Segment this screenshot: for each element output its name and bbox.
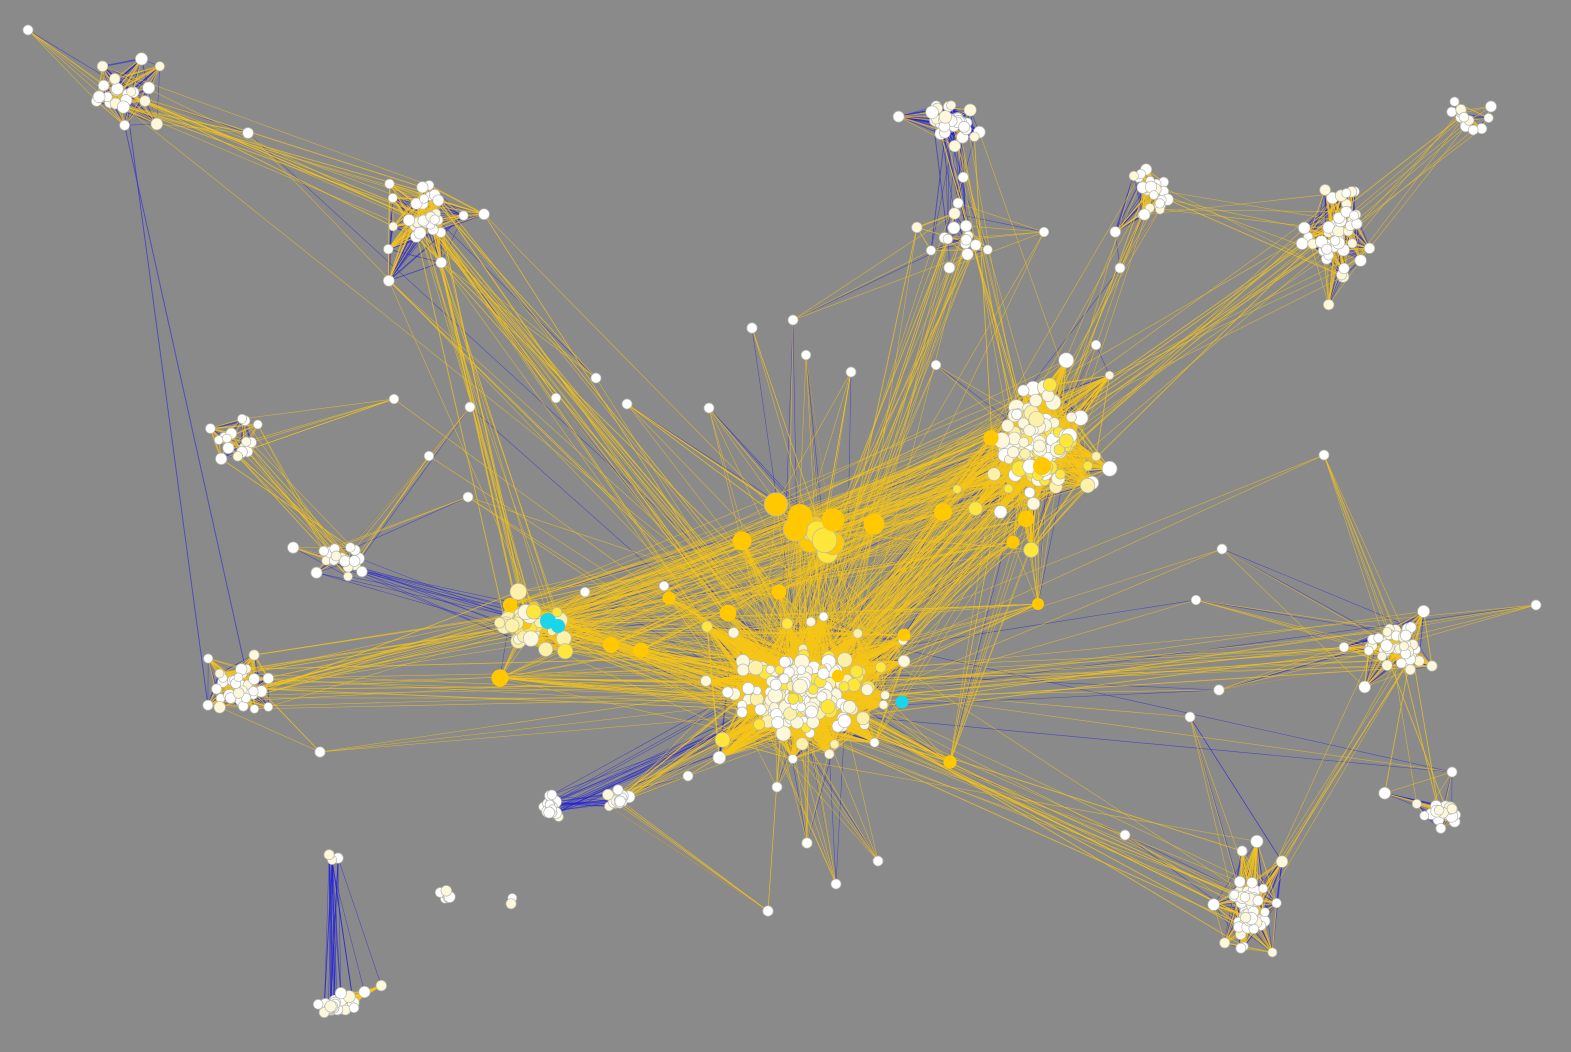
graph-edge: [102, 58, 142, 68]
graph-edge: [1133, 175, 1143, 216]
graph-edge: [124, 125, 255, 709]
graph-edge: [348, 567, 534, 608]
graph-edge: [388, 262, 442, 282]
graph-edge: [125, 100, 209, 706]
graph-edge: [930, 117, 958, 251]
graph-edge: [156, 66, 161, 125]
graph-edge: [334, 548, 529, 625]
graph-edge: [348, 567, 534, 612]
graph-edge: [388, 215, 464, 282]
graph-edge: [219, 654, 255, 674]
graph-edge: [293, 547, 349, 577]
graph-edge: [354, 564, 506, 626]
graph-edge: [1114, 175, 1135, 233]
graph-edge: [348, 566, 527, 620]
graph-edge: [316, 572, 505, 627]
